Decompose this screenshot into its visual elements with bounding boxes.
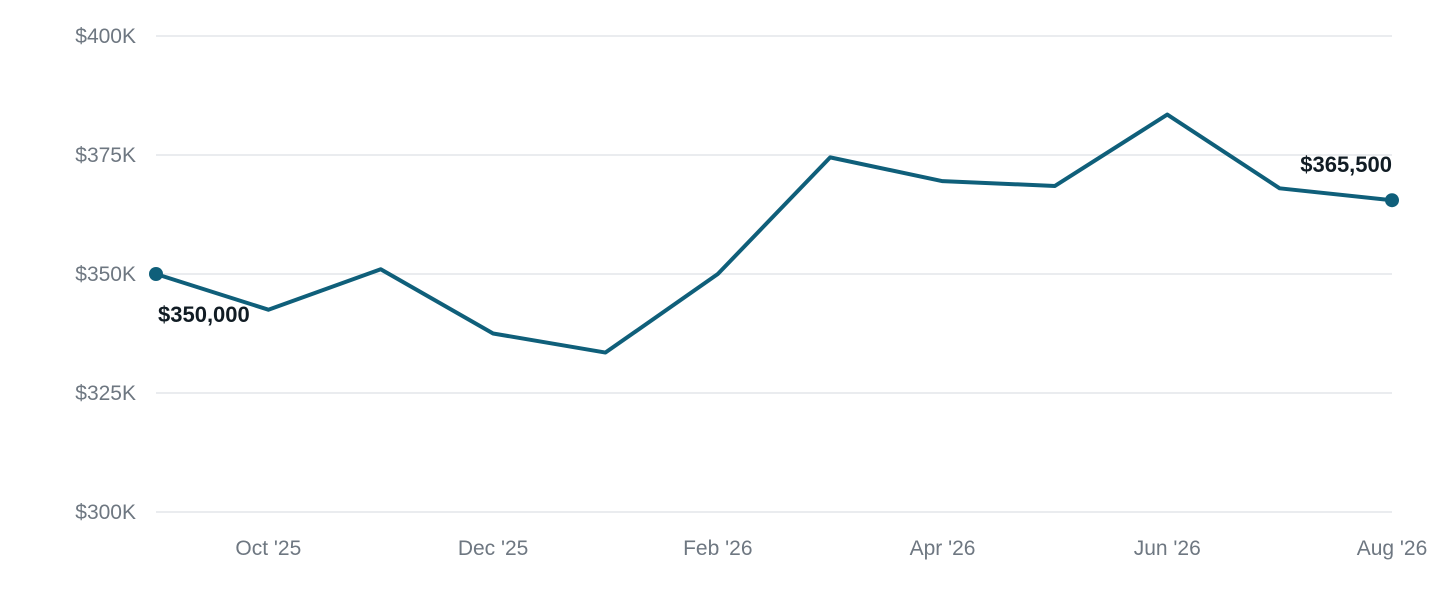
endpoint-marker — [1385, 193, 1399, 208]
y-tick-label: $325K — [75, 382, 136, 405]
y-tick-label: $300K — [75, 501, 136, 524]
y-tick-label: $375K — [75, 144, 136, 167]
x-axis: Oct '25 Dec '25 Feb '26 Apr '26 Jun '26 Aug '… — [235, 537, 1427, 560]
annotation-layer: $350,000 $365,500 — [158, 152, 1392, 327]
x-tick-label: Jun '26 — [1134, 537, 1201, 560]
y-tick-label: $400K — [75, 25, 136, 48]
x-tick-label: Feb '26 — [683, 537, 752, 560]
series-layer — [149, 112, 1399, 355]
x-tick-label: Aug '26 — [1357, 537, 1428, 560]
y-tick-label: $350K — [75, 263, 136, 286]
data-label: $365,500 — [1300, 152, 1392, 177]
grid-layer — [156, 35, 1392, 513]
x-tick-label: Apr '26 — [910, 537, 976, 560]
series-line — [154, 112, 1394, 355]
x-tick-label: Oct '25 — [235, 537, 301, 560]
data-label: $350,000 — [158, 302, 250, 327]
y-axis: $300K $325K $350K $375K $400K — [75, 25, 136, 524]
x-tick-label: Dec '25 — [458, 537, 529, 560]
endpoint-marker — [149, 267, 163, 281]
